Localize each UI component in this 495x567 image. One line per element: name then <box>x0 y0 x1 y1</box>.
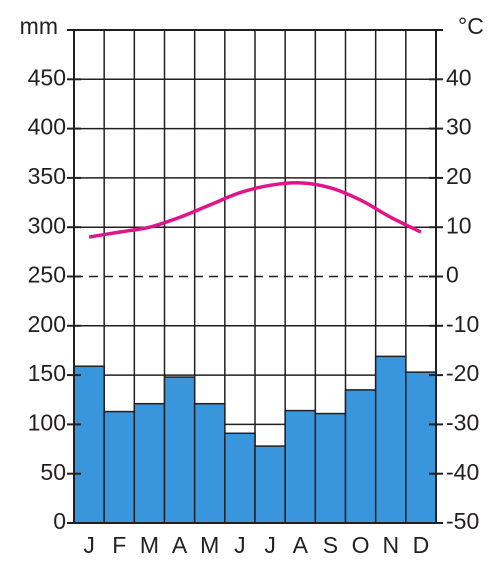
x-tick-label: J <box>234 532 246 558</box>
y-tick-label: 450 <box>28 64 66 90</box>
y2-tick-label: -10 <box>446 311 479 337</box>
y-tick-label: 0 <box>53 508 66 534</box>
y2-tick-label: 30 <box>446 114 472 140</box>
x-tick-label: J <box>83 532 95 558</box>
x-tick-label: S <box>323 532 338 558</box>
bar <box>163 376 196 524</box>
bar <box>405 371 437 524</box>
bar <box>314 412 347 524</box>
x-tick-label: M <box>140 532 159 558</box>
y-axis-label: mm <box>20 13 58 39</box>
bar <box>224 432 256 524</box>
x-tick-label: M <box>200 532 219 558</box>
bar <box>193 402 226 524</box>
y2-tick-label: 40 <box>446 64 472 90</box>
y-tick-label: 400 <box>28 114 66 140</box>
y2-axis-label: °C <box>458 13 484 39</box>
x-tick-label: F <box>112 532 126 558</box>
x-tick-label: A <box>293 532 309 558</box>
y2-tick-label: 0 <box>446 262 459 288</box>
bar <box>73 365 105 524</box>
bar <box>133 402 166 524</box>
y2-tick-label: -20 <box>446 360 479 386</box>
y-tick-label: 100 <box>28 409 66 435</box>
y2-tick-label: 10 <box>446 212 472 238</box>
y2-tick-label: -30 <box>446 409 479 435</box>
temperature-line <box>88 181 422 239</box>
x-tick-label: J <box>264 532 276 558</box>
y2-tick-label: -50 <box>446 508 479 534</box>
y-tick-label: 300 <box>28 212 66 238</box>
y2-tick-label: 20 <box>446 163 472 189</box>
x-tick-label: D <box>413 532 430 558</box>
bar <box>344 389 377 524</box>
bar <box>254 445 286 524</box>
x-tick-label: N <box>382 532 399 558</box>
y-tick-label: 150 <box>28 360 66 386</box>
y-tick-label: 250 <box>28 262 66 288</box>
y-tick-label: 50 <box>40 459 66 485</box>
y2-tick-label: -40 <box>446 459 479 485</box>
bar <box>284 409 317 524</box>
x-tick-label: A <box>172 532 188 558</box>
y-tick-label: 350 <box>28 163 66 189</box>
bar <box>374 355 407 524</box>
bar <box>103 410 136 524</box>
y-tick-label: 200 <box>28 311 66 337</box>
x-tick-label: O <box>352 532 370 558</box>
